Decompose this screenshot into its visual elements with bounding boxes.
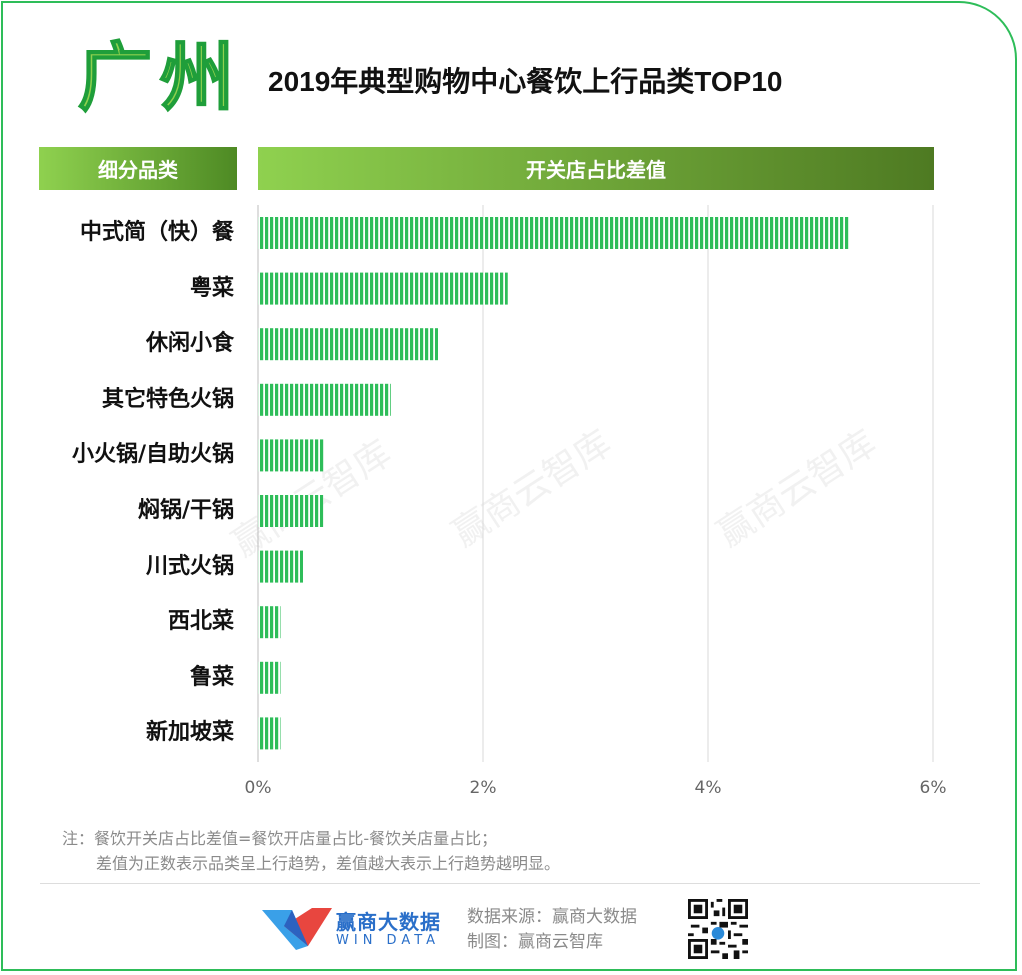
bar: [258, 217, 849, 249]
category-label: 新加坡菜: [145, 720, 234, 746]
note-line-1: 注：餐饮开关店占比差值=餐饮开店量占比-餐饮关店量占比；: [62, 829, 498, 848]
bar: [258, 439, 325, 472]
category-label: 中式简（快）餐: [79, 220, 234, 245]
category-label: 川式火锅: [145, 553, 234, 579]
category-label: 小火锅/自助火锅: [71, 442, 234, 468]
bar: [258, 661, 281, 694]
bar: [258, 606, 281, 639]
source-info: 数据来源：赢商大数据 制图：赢商云智库: [467, 905, 637, 955]
brand-name-cn: 赢商大数据: [336, 910, 441, 934]
note-line-2: 差值为正数表示品类呈上行趋势，差值越大表示上行趋势越明显。: [96, 854, 561, 873]
data-source: 数据来源：赢商大数据: [467, 907, 637, 927]
x-tick-label: 4%: [695, 778, 722, 798]
chart-maker: 制图：赢商云智库: [467, 932, 603, 952]
bar: [258, 328, 438, 361]
chart-note: 注：餐饮开关店占比差值=餐饮开店量占比-餐饮关店量占比； 差值为正数表示品类呈上…: [62, 826, 560, 876]
bar: [258, 272, 508, 305]
x-tick-label: 2%: [470, 778, 497, 798]
value-column-header: 开关店占比差值: [258, 147, 934, 190]
bar: [258, 717, 281, 750]
bar: [258, 383, 391, 416]
category-label: 其它特色火锅: [101, 386, 234, 412]
category-label: 鲁菜: [189, 664, 234, 690]
x-tick-label: 6%: [920, 778, 947, 798]
category-label: 粤菜: [189, 275, 234, 301]
city-name: 广州: [77, 35, 242, 121]
bar: [258, 550, 303, 583]
bar: [258, 495, 324, 527]
qr-code-icon: [688, 899, 748, 959]
category-label: 焖锅/干锅: [137, 498, 234, 523]
category-column-header: 细分品类: [39, 147, 237, 190]
chart-title: 2019年典型购物中心餐饮上行品类TOP10: [268, 66, 783, 97]
win-data-logo-icon: [262, 908, 332, 950]
footer-divider: [40, 883, 980, 884]
brand-name-en: WIN DATA: [336, 933, 441, 948]
category-label: 休闲小食: [145, 331, 234, 357]
category-label: 西北菜: [167, 609, 234, 635]
x-tick-label: 0%: [245, 778, 272, 798]
